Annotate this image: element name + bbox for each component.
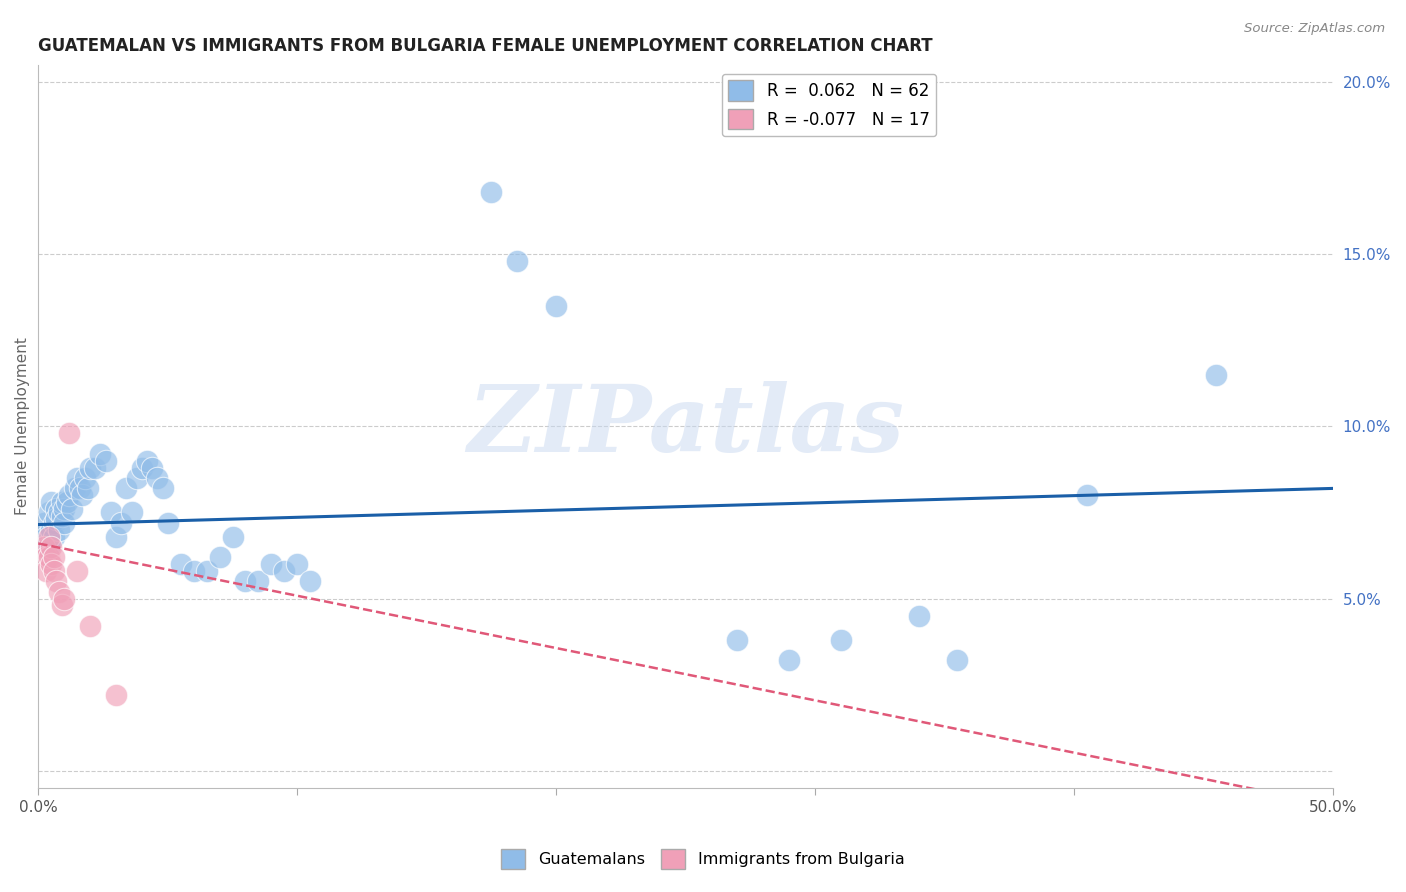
Point: [45, 502, 67, 516]
Point: [45, 574, 67, 589]
Point: [84, 460, 107, 475]
Point: [38, 530, 60, 544]
Point: [121, 506, 143, 520]
Point: [156, 516, 179, 530]
Point: [260, 557, 283, 571]
Point: [42, 516, 65, 530]
Point: [39, 523, 62, 537]
Point: [39, 557, 62, 571]
Point: [48, 523, 70, 537]
Legend: Guatemalans, Immigrants from Bulgaria: Guatemalans, Immigrants from Bulgaria: [495, 843, 911, 875]
Point: [42, 550, 65, 565]
Point: [32, 540, 55, 554]
Point: [56, 495, 79, 509]
Point: [58, 488, 80, 502]
Point: [35, 550, 58, 565]
Point: [136, 454, 159, 468]
Point: [1205, 368, 1227, 382]
Point: [51, 599, 73, 613]
Point: [131, 460, 153, 475]
Point: [60, 502, 83, 516]
Point: [39, 495, 62, 509]
Point: [100, 506, 122, 520]
Legend: R =  0.062   N = 62, R = -0.077   N = 17: R = 0.062 N = 62, R = -0.077 N = 17: [721, 73, 936, 136]
Point: [48, 506, 70, 520]
Point: [38, 506, 60, 520]
Point: [208, 550, 231, 565]
Point: [1076, 488, 1098, 502]
Point: [42, 530, 65, 544]
Point: [66, 564, 89, 578]
Point: [170, 557, 193, 571]
Point: [725, 632, 748, 647]
Point: [830, 632, 852, 647]
Point: [146, 471, 169, 485]
Point: [66, 471, 89, 485]
Point: [45, 512, 67, 526]
Point: [73, 471, 96, 485]
Point: [285, 557, 308, 571]
Point: [38, 550, 60, 565]
Y-axis label: Female Unemployment: Female Unemployment: [15, 337, 30, 516]
Point: [72, 488, 94, 502]
Point: [247, 574, 270, 589]
Point: [69, 482, 91, 496]
Point: [32, 516, 55, 530]
Point: [76, 482, 98, 496]
Text: GUATEMALAN VS IMMIGRANTS FROM BULGARIA FEMALE UNEMPLOYMENT CORRELATION CHART: GUATEMALAN VS IMMIGRANTS FROM BULGARIA F…: [38, 37, 934, 55]
Point: [273, 564, 295, 578]
Point: [481, 186, 503, 200]
Point: [38, 540, 60, 554]
Point: [907, 608, 929, 623]
Point: [546, 299, 568, 313]
Point: [94, 454, 117, 468]
Point: [183, 564, 205, 578]
Point: [506, 254, 529, 268]
Point: [58, 426, 80, 441]
Point: [115, 482, 138, 496]
Point: [946, 653, 969, 667]
Point: [35, 564, 58, 578]
Point: [51, 508, 73, 523]
Point: [195, 564, 218, 578]
Point: [105, 688, 128, 702]
Point: [299, 574, 322, 589]
Point: [53, 502, 76, 516]
Point: [89, 447, 111, 461]
Text: ZIPatlas: ZIPatlas: [467, 382, 904, 472]
Point: [778, 653, 800, 667]
Point: [79, 619, 101, 633]
Point: [42, 564, 65, 578]
Text: Source: ZipAtlas.com: Source: ZipAtlas.com: [1244, 22, 1385, 36]
Point: [53, 591, 76, 606]
Point: [35, 530, 58, 544]
Point: [53, 516, 76, 530]
Point: [105, 530, 128, 544]
Point: [152, 482, 174, 496]
Point: [235, 574, 257, 589]
Point: [48, 584, 70, 599]
Point: [39, 540, 62, 554]
Point: [51, 495, 73, 509]
Point: [63, 482, 86, 496]
Point: [125, 471, 148, 485]
Point: [221, 530, 243, 544]
Point: [110, 516, 132, 530]
Point: [79, 460, 101, 475]
Point: [141, 460, 163, 475]
